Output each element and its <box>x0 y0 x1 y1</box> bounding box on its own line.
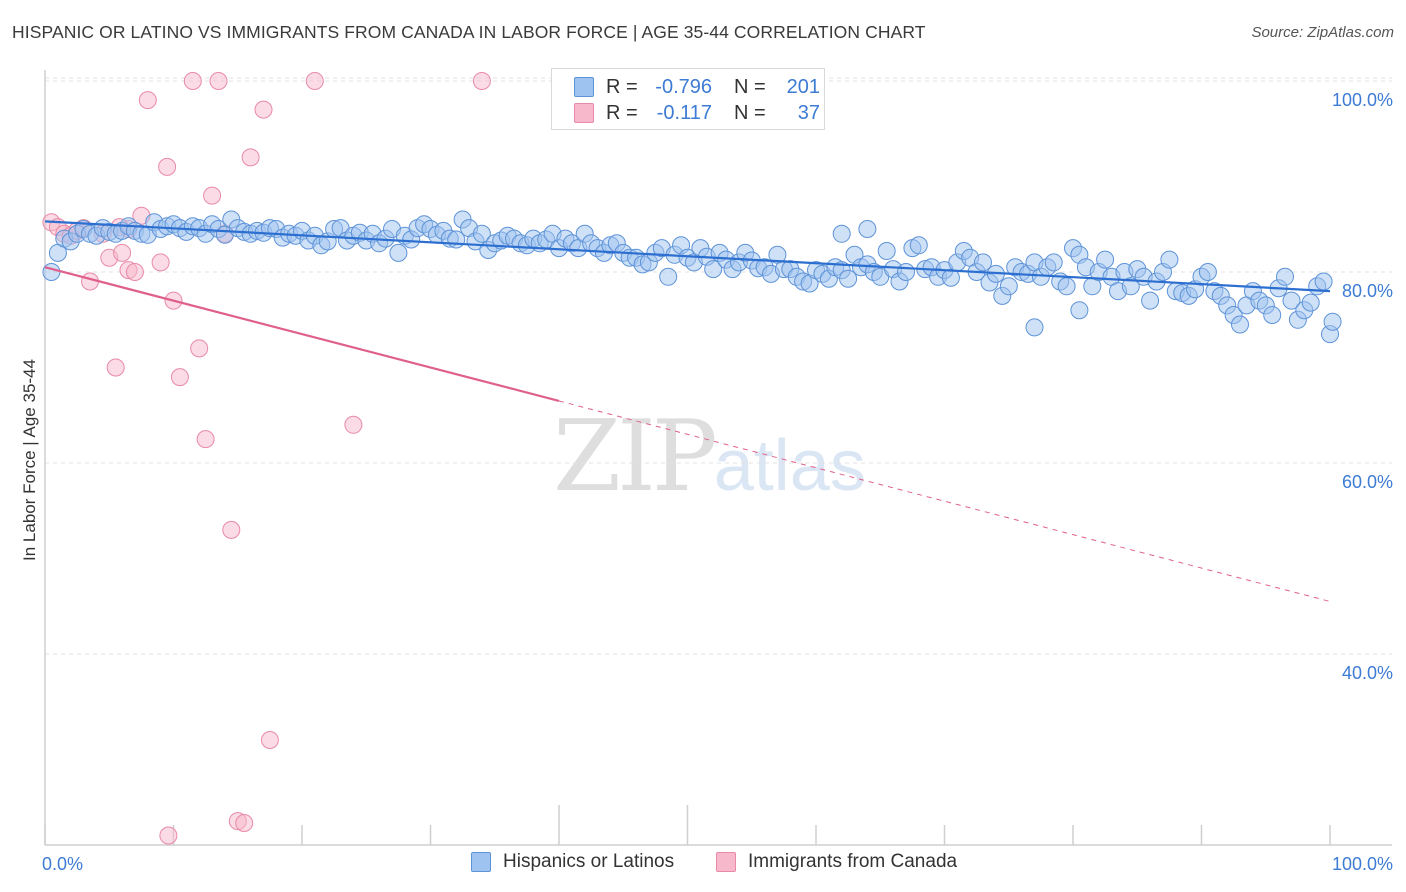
point-canada <box>203 186 222 205</box>
legend-n-value: 37 <box>797 101 820 124</box>
point-hispanic <box>1323 312 1342 331</box>
point-hispanic <box>1057 277 1076 296</box>
point-canada <box>158 157 177 176</box>
point-hispanic <box>659 267 678 286</box>
axis-tick-labels: 100.0% 80.0% 60.0% 40.0% 0.0% 100.0% In Labor … <box>20 90 1393 874</box>
point-canada <box>254 100 273 119</box>
x-tick-label-left: 0.0% <box>42 854 83 874</box>
legend-n-label: N = <box>734 75 766 98</box>
trend-line-hispanics <box>44 220 1331 293</box>
correlation-legend: R = -0.796 N = 201 R = -0.117 N = 37 <box>551 68 825 130</box>
point-hispanic <box>472 224 491 243</box>
legend-item-label: Immigrants from Canada <box>748 851 958 872</box>
point-canada <box>106 358 125 377</box>
watermark-atlas: atlas <box>713 426 866 506</box>
point-hispanic <box>1198 263 1217 281</box>
legend-swatch-pink <box>574 103 594 123</box>
point-hispanic <box>1314 272 1333 291</box>
point-canada <box>196 430 215 449</box>
point-hispanic <box>839 269 858 288</box>
point-hispanic <box>1070 301 1089 320</box>
legend-n-label: N = <box>734 101 766 124</box>
point-hispanic <box>999 277 1018 296</box>
zipatlas-watermark: ZIPatlas <box>553 400 866 514</box>
legend-r-label: R = <box>606 101 638 124</box>
source-credit: Source: ZipAtlas.com <box>1251 24 1394 41</box>
legend-item-canada[interactable]: Immigrants from Canada <box>716 851 957 873</box>
series-legend: Hispanics or Latinos Immigrants from Can… <box>0 851 1406 879</box>
legend-n-value: 201 <box>786 75 820 98</box>
y-axis-title: In Labor Force | Age 35-44 <box>20 359 39 561</box>
point-hispanic <box>897 263 915 281</box>
trend-lines <box>44 220 1331 602</box>
point-canada <box>151 253 170 272</box>
y-tick-label: 80.0% <box>1342 281 1393 301</box>
legend-swatch-blue <box>471 852 491 872</box>
point-hispanic <box>389 243 408 262</box>
legend-r-value: -0.796 <box>655 75 712 98</box>
point-canada <box>305 72 324 90</box>
point-hispanic <box>1025 318 1044 337</box>
point-canada <box>113 243 132 262</box>
legend-swatch-pink <box>716 852 736 872</box>
trend-line-canada-extrapolated <box>558 400 1331 602</box>
point-canada <box>222 520 241 539</box>
legend-item-label: Hispanics or Latinos <box>503 851 675 872</box>
point-hispanic <box>1301 293 1320 312</box>
point-canada <box>260 731 279 749</box>
point-canada <box>235 814 254 832</box>
trend-line-canada <box>44 266 560 402</box>
point-canada <box>241 148 260 167</box>
point-hispanic <box>974 253 992 272</box>
legend-swatch-blue <box>574 77 594 97</box>
point-hispanic <box>1263 306 1282 324</box>
point-hispanic <box>704 260 723 279</box>
point-canada <box>190 339 209 358</box>
x-tick-label-right: 100.0% <box>1332 854 1393 874</box>
y-tick-label: 100.0% <box>1332 90 1393 110</box>
series-immigrants-from-canada <box>42 72 491 845</box>
point-hispanic <box>877 242 896 260</box>
point-hispanic <box>941 268 960 287</box>
chart-title: HISPANIC OR LATINO VS IMMIGRANTS FROM CA… <box>12 22 926 42</box>
point-canada <box>125 263 144 281</box>
point-hispanic <box>1231 315 1249 334</box>
point-hispanic <box>1160 250 1179 269</box>
point-hispanic <box>858 220 877 238</box>
point-hispanic <box>832 224 851 243</box>
watermark-zip: ZIP <box>553 400 718 514</box>
legend-row-canada: R = -0.117 N = 37 <box>574 100 820 126</box>
point-canada <box>344 415 363 434</box>
axes <box>44 70 1392 846</box>
point-hispanic <box>1276 267 1294 286</box>
y-tick-label: 60.0% <box>1342 472 1393 492</box>
point-hispanic <box>1141 291 1160 310</box>
legend-r-value: -0.117 <box>656 101 712 124</box>
point-hispanic <box>909 236 928 255</box>
point-canada <box>159 826 178 845</box>
point-hispanic <box>1096 250 1115 269</box>
point-hispanic <box>42 263 61 281</box>
legend-row-hispanics: R = -0.796 N = 201 <box>574 74 820 100</box>
point-canada <box>138 91 157 110</box>
point-hispanic <box>1121 277 1140 296</box>
legend-r-label: R = <box>606 75 638 98</box>
point-hispanic <box>1282 291 1301 310</box>
point-canada <box>472 72 491 90</box>
point-canada <box>170 368 189 387</box>
point-hispanic <box>1044 253 1063 272</box>
point-canada <box>183 72 202 90</box>
point-canada <box>209 72 228 90</box>
y-tick-label: 40.0% <box>1342 663 1393 683</box>
legend-item-hispanics[interactable]: Hispanics or Latinos <box>471 851 674 873</box>
